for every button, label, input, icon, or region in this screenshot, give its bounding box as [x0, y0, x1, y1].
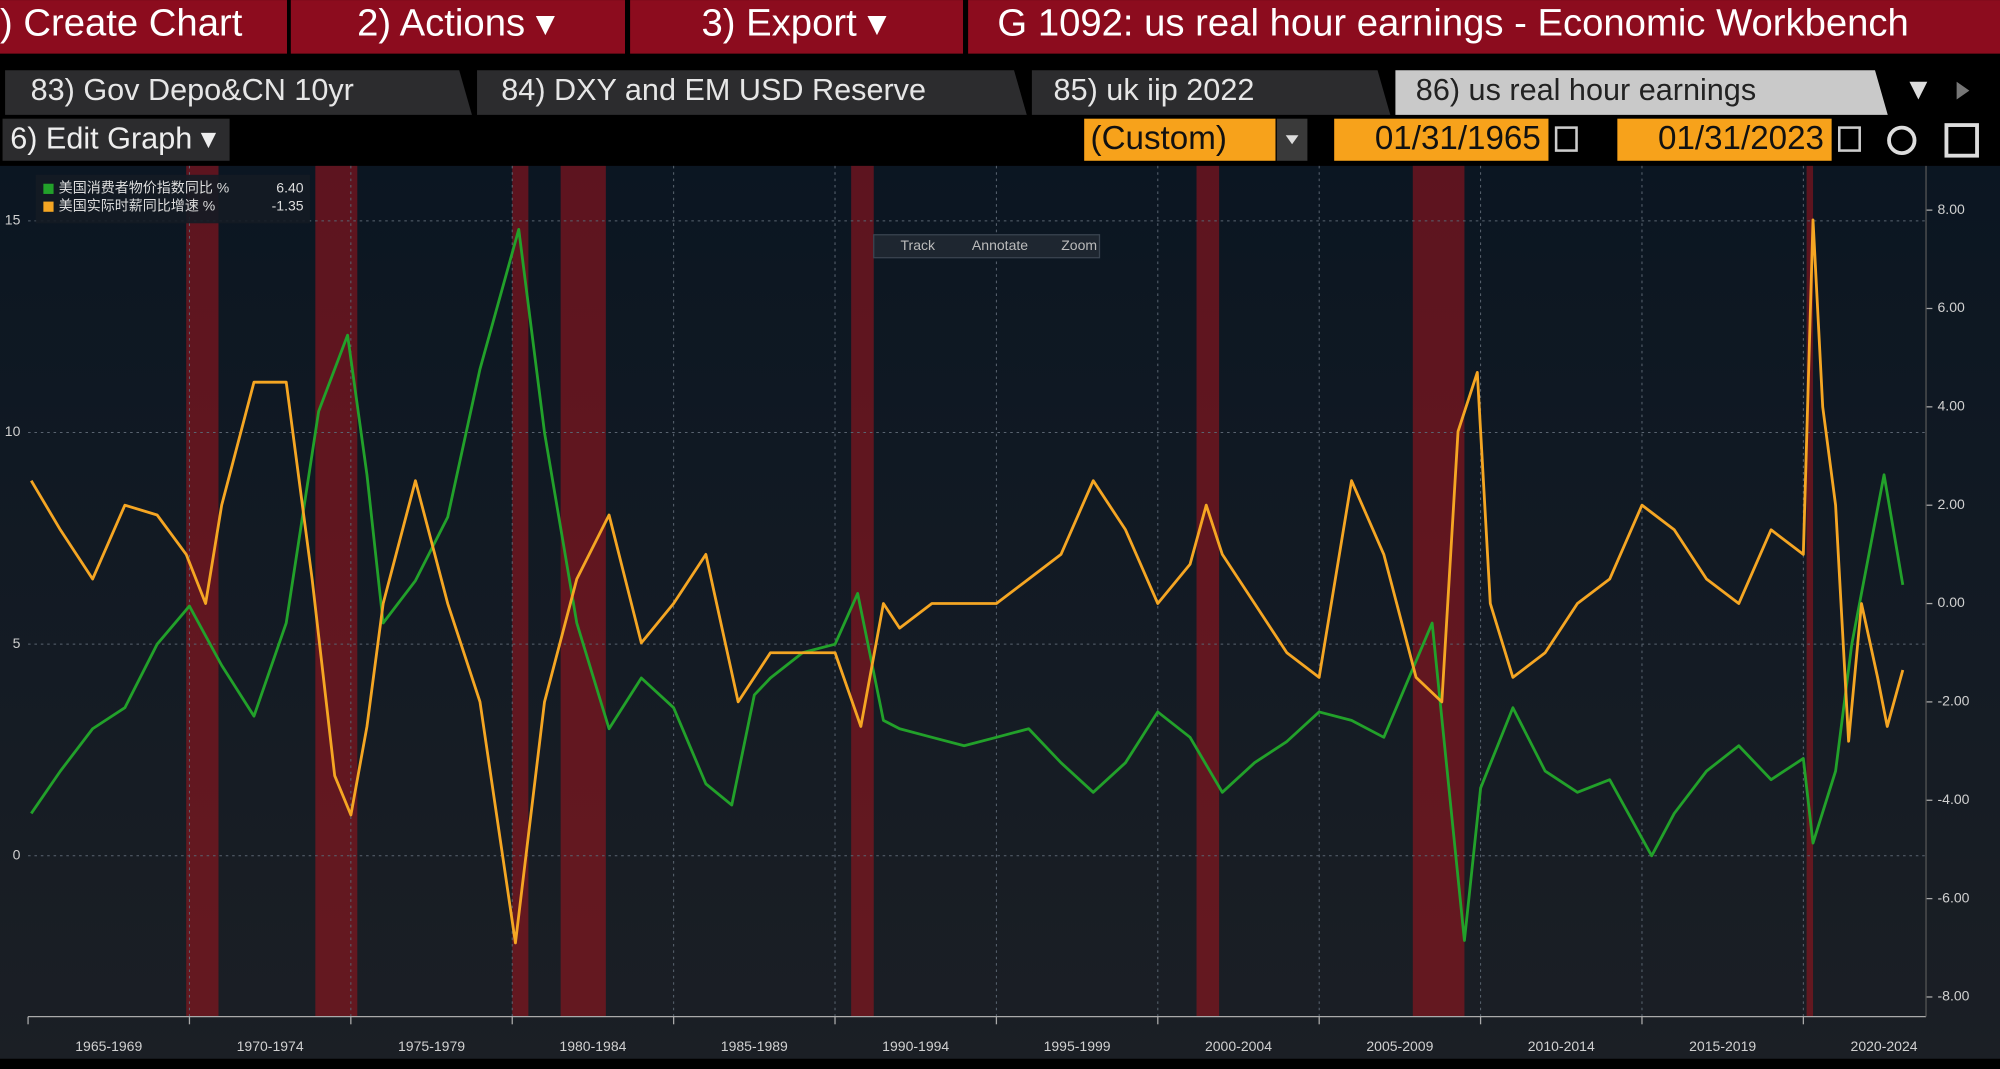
legend-label: 美国消费者物价指数同比 %: [59, 180, 230, 196]
end-date: 01/31/2023: [1658, 120, 1824, 157]
legend-items: 美国消费者物价指数同比 % 6.40 美国实际时薪同比增速 % -1.35: [43, 180, 304, 213]
y-tick-label: 10: [5, 423, 21, 439]
y2-tick-label: 6.00: [1938, 299, 1965, 315]
tab-menu-icon[interactable]: [1909, 81, 1928, 100]
y2-tick-label: -6.00: [1938, 889, 1970, 905]
y2-tick-label: 8.00: [1938, 201, 1965, 217]
x-tick-label: 2010-2014: [1528, 1038, 1595, 1054]
x-tick-label: 1990-1994: [882, 1038, 949, 1054]
x-tick-label: 2005-2009: [1366, 1038, 1433, 1054]
legend-swatch: [43, 201, 54, 212]
tab-scroll-icon[interactable]: [1956, 81, 1970, 100]
y2-tick-label: -4.00: [1938, 791, 1970, 807]
chart-toolbar: [873, 234, 1101, 259]
y2-tick-label: -8.00: [1938, 988, 1970, 1004]
series-line: [30, 227, 1905, 942]
tab-label: 83) Gov Depo&CN 10yr: [31, 73, 354, 107]
legend-value: 6.40: [276, 180, 303, 196]
recession-band: [186, 165, 219, 1017]
legend-swatch: [43, 183, 54, 194]
tab-label: 86) us real hour earnings: [1416, 73, 1756, 107]
range-select[interactable]: [1084, 118, 1276, 161]
x-tick-label: 1985-1989: [721, 1038, 788, 1054]
menu-button[interactable]: [290, 0, 625, 54]
recession-band: [1806, 165, 1814, 1017]
calendar-icon[interactable]: [1554, 126, 1578, 152]
legend-label: 美国实际时薪同比增速 %: [59, 197, 216, 213]
tab[interactable]: [477, 70, 1027, 115]
x-tick-label: 2020-2024: [1851, 1038, 1918, 1054]
tab[interactable]: [5, 70, 472, 115]
menu-label: 3) Export ▾: [702, 2, 888, 45]
recession-band: [1196, 165, 1220, 1017]
recession-band: [851, 165, 874, 1017]
dropdown-icon: [1285, 135, 1299, 145]
y2-tick-label: 4.00: [1938, 398, 1965, 414]
window-title: G 1092: us real hour earnings - Economic…: [997, 2, 1908, 45]
y2-tick-label: -2.00: [1938, 693, 1970, 709]
start-date: 01/31/1965: [1375, 120, 1541, 157]
y2-tick-label: 0.00: [1938, 594, 1965, 610]
y-tick-label: 15: [5, 212, 21, 228]
track-button[interactable]: Track: [901, 237, 937, 253]
chart-background: [0, 165, 2000, 1059]
menu-button[interactable]: [0, 0, 287, 54]
recession-band: [512, 165, 529, 1017]
legend-value: -1.35: [272, 197, 304, 213]
menu-label: ) Create Chart: [0, 2, 243, 45]
annotate-button[interactable]: Annotate: [972, 237, 1028, 253]
end-date-input[interactable]: [1617, 118, 1832, 161]
x-tick-label: 1995-1999: [1044, 1038, 1111, 1054]
tab-label: 84) DXY and EM USD Reserve: [501, 73, 926, 107]
expand-icon[interactable]: [1944, 123, 1979, 158]
menu-label: 2) Actions ▾: [357, 2, 556, 45]
edit-graph-label: 6) Edit Graph ▾: [10, 121, 217, 155]
recession-band: [560, 165, 606, 1017]
y2-tick-label: 2.00: [1938, 496, 1965, 512]
x-tick-label: 2015-2019: [1689, 1038, 1756, 1054]
y-tick-label: 0: [13, 847, 21, 863]
recession-band: [315, 165, 358, 1017]
series-line: [30, 218, 1905, 945]
menu-button[interactable]: [630, 0, 964, 54]
legend: [35, 174, 310, 224]
refresh-icon[interactable]: [1887, 125, 1917, 156]
range-label: (Custom): [1091, 120, 1227, 157]
x-tick-label: 1965-1969: [75, 1038, 142, 1054]
x-tick-label: 1970-1974: [237, 1038, 304, 1054]
y-tick-label: 5: [13, 635, 21, 651]
chart: 0 5 10 15 8.00 6.00 4.00 2.00 0.00 -2.00 -4.00 -6.0…: [5, 165, 1970, 1054]
zoom-button[interactable]: Zoom: [1061, 237, 1097, 253]
tab-active[interactable]: [1395, 70, 1888, 115]
start-date-input[interactable]: [1334, 118, 1549, 161]
edit-graph-button[interactable]: [2, 118, 230, 161]
x-tick-label: 1975-1979: [398, 1038, 465, 1054]
calendar-icon[interactable]: [1838, 126, 1861, 152]
x-tick-label: 1980-1984: [559, 1038, 626, 1054]
tab[interactable]: [1031, 70, 1391, 115]
x-tick-label: 2000-2004: [1205, 1038, 1272, 1054]
tab-label: 85) uk iip 2022: [1054, 73, 1255, 107]
title-bar: [968, 0, 2000, 54]
recession-band: [1412, 165, 1465, 1017]
